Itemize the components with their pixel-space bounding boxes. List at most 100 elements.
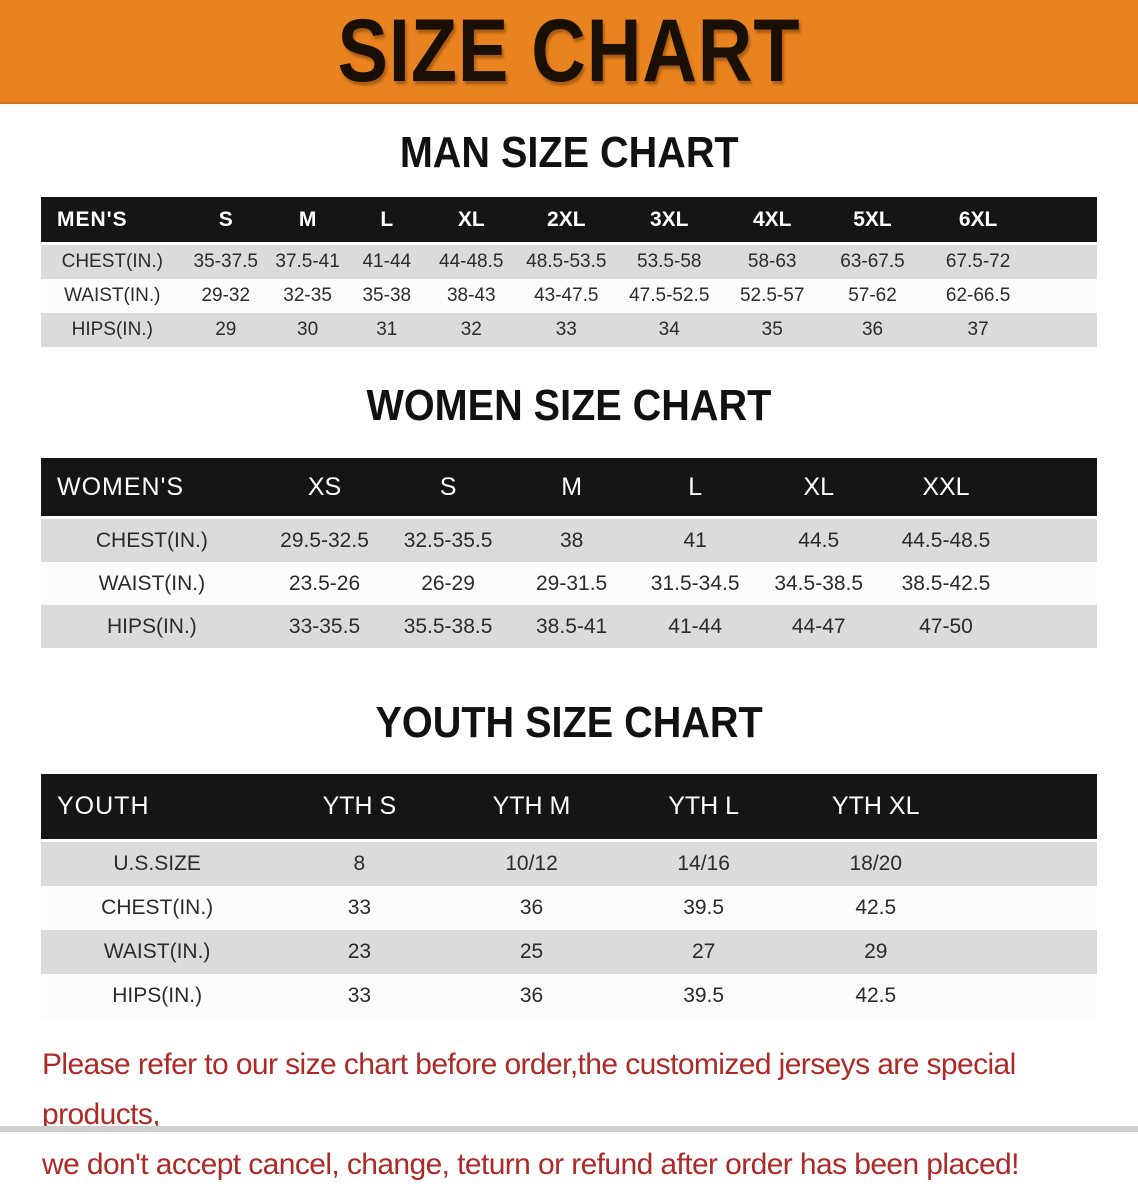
men-size-header: 5XL bbox=[822, 197, 923, 245]
men-waist-row: WAIST(IN.) 29-32 32-35 35-38 38-43 43-47… bbox=[41, 279, 1097, 313]
women-cell: 41-44 bbox=[633, 605, 757, 648]
men-size-header: XL bbox=[426, 197, 517, 245]
youth-cell-spacer bbox=[961, 974, 1097, 1018]
men-size-header: 2XL bbox=[516, 197, 617, 245]
youth-group-label: YOUTH bbox=[41, 774, 274, 842]
women-size-header: XS bbox=[262, 458, 387, 519]
youth-waist-row: WAIST(IN.) 23 25 27 29 bbox=[41, 930, 1097, 974]
women-cell-spacer bbox=[1011, 605, 1097, 648]
youth-row-label: WAIST(IN.) bbox=[41, 930, 274, 974]
men-cell: 32-35 bbox=[268, 279, 348, 313]
men-cell: 36 bbox=[822, 313, 923, 347]
men-section: MAN SIZE CHART MEN'S S M L XL 2XL 3XL 4X… bbox=[0, 130, 1138, 347]
women-cell: 31.5-34.5 bbox=[633, 562, 757, 605]
banner: SIZE CHART bbox=[0, 0, 1138, 104]
women-table-header-row: WOMEN'S XS S M L XL XXL bbox=[41, 458, 1097, 519]
men-cell: 53.5-58 bbox=[616, 243, 723, 279]
youth-cell: 36 bbox=[445, 974, 618, 1018]
women-cell: 38 bbox=[509, 517, 634, 562]
men-header-spacer bbox=[1033, 197, 1097, 245]
men-cell: 44-48.5 bbox=[426, 243, 517, 279]
youth-chest-row: CHEST(IN.) 33 36 39.5 42.5 bbox=[41, 886, 1097, 930]
women-chest-row: CHEST(IN.) 29.5-32.5 32.5-35.5 38 41 44.… bbox=[41, 517, 1097, 562]
youth-size-header: YTH S bbox=[273, 774, 446, 842]
women-row-label: CHEST(IN.) bbox=[41, 517, 263, 562]
women-size-header: L bbox=[633, 458, 757, 519]
youth-cell-spacer bbox=[961, 886, 1097, 930]
men-cell-spacer bbox=[1033, 243, 1097, 279]
women-cell: 29-31.5 bbox=[509, 562, 634, 605]
men-cell: 67.5-72 bbox=[922, 243, 1034, 279]
men-size-header: M bbox=[268, 197, 348, 245]
youth-cell: 27 bbox=[617, 930, 790, 974]
men-row-label: CHEST(IN.) bbox=[41, 243, 184, 279]
youth-cell-spacer bbox=[961, 840, 1097, 886]
women-size-header: XL bbox=[756, 458, 881, 519]
youth-size-header: YTH M bbox=[445, 774, 618, 842]
youth-cell: 23 bbox=[273, 930, 446, 974]
men-cell: 29-32 bbox=[183, 279, 269, 313]
women-cell-spacer bbox=[1011, 517, 1097, 562]
men-cell: 43-47.5 bbox=[516, 279, 617, 313]
youth-section: YOUTH SIZE CHART YOUTH YTH S YTH M YTH L… bbox=[0, 700, 1138, 1018]
youth-cell: 33 bbox=[273, 886, 446, 930]
youth-cell: 14/16 bbox=[617, 840, 790, 886]
women-row-label: WAIST(IN.) bbox=[41, 562, 263, 605]
women-size-header: M bbox=[509, 458, 634, 519]
men-table-header-row: MEN'S S M L XL 2XL 3XL 4XL 5XL 6XL bbox=[41, 197, 1097, 245]
youth-cell: 18/20 bbox=[789, 840, 962, 886]
women-size-header: S bbox=[386, 458, 510, 519]
men-cell: 58-63 bbox=[722, 243, 823, 279]
men-cell: 35-37.5 bbox=[183, 243, 269, 279]
men-size-table: MEN'S S M L XL 2XL 3XL 4XL 5XL 6XL CHEST… bbox=[41, 197, 1097, 347]
women-waist-row: WAIST(IN.) 23.5-26 26-29 29-31.5 31.5-34… bbox=[41, 562, 1097, 605]
youth-size-table: YOUTH YTH S YTH M YTH L YTH XL U.S.SIZE … bbox=[41, 774, 1097, 1018]
men-group-label: MEN'S bbox=[41, 197, 184, 245]
women-header-spacer bbox=[1011, 458, 1097, 519]
women-cell: 44-47 bbox=[756, 605, 881, 648]
men-size-header: L bbox=[347, 197, 427, 245]
youth-cell-spacer bbox=[961, 930, 1097, 974]
women-cell: 33-35.5 bbox=[262, 605, 387, 648]
youth-cell: 25 bbox=[445, 930, 618, 974]
men-cell: 48.5-53.5 bbox=[516, 243, 617, 279]
women-cell: 26-29 bbox=[386, 562, 510, 605]
men-cell: 52.5-57 bbox=[722, 279, 823, 313]
women-section-heading: WOMEN SIZE CHART bbox=[0, 383, 1138, 429]
youth-row-label: HIPS(IN.) bbox=[41, 974, 274, 1018]
men-heading-text: MAN SIZE CHART bbox=[399, 128, 739, 177]
women-cell: 35.5-38.5 bbox=[386, 605, 510, 648]
men-cell-spacer bbox=[1033, 313, 1097, 347]
youth-size-header: YTH L bbox=[617, 774, 790, 842]
men-section-heading: MAN SIZE CHART bbox=[0, 130, 1138, 176]
youth-table-header-row: YOUTH YTH S YTH M YTH L YTH XL bbox=[41, 774, 1097, 842]
men-cell: 34 bbox=[616, 313, 723, 347]
men-cell: 62-66.5 bbox=[922, 279, 1034, 313]
men-cell: 38-43 bbox=[426, 279, 517, 313]
women-cell: 32.5-35.5 bbox=[386, 517, 510, 562]
men-cell-spacer bbox=[1033, 279, 1097, 313]
women-size-table: WOMEN'S XS S M L XL XXL CHEST(IN.) 29.5-… bbox=[41, 458, 1097, 648]
youth-cell: 36 bbox=[445, 886, 618, 930]
men-cell: 47.5-52.5 bbox=[616, 279, 723, 313]
women-cell: 47-50 bbox=[880, 605, 1012, 648]
men-size-header: 3XL bbox=[616, 197, 723, 245]
men-size-header: 6XL bbox=[922, 197, 1034, 245]
men-row-label: HIPS(IN.) bbox=[41, 313, 184, 347]
order-policy-note: Please refer to our size chart before or… bbox=[0, 1040, 1138, 1190]
women-heading-text: WOMEN SIZE CHART bbox=[366, 381, 772, 430]
men-size-header: 4XL bbox=[722, 197, 823, 245]
women-size-header: XXL bbox=[880, 458, 1012, 519]
men-cell: 31 bbox=[347, 313, 427, 347]
youth-cell: 8 bbox=[273, 840, 446, 886]
youth-cell: 42.5 bbox=[789, 886, 962, 930]
men-chest-row: CHEST(IN.) 35-37.5 37.5-41 41-44 44-48.5… bbox=[41, 243, 1097, 279]
youth-cell: 29 bbox=[789, 930, 962, 974]
men-hips-row: HIPS(IN.) 29 30 31 32 33 34 35 36 37 bbox=[41, 313, 1097, 347]
men-cell: 30 bbox=[268, 313, 348, 347]
policy-line-1: Please refer to our size chart before or… bbox=[42, 1048, 1016, 1131]
women-cell: 44.5 bbox=[756, 517, 881, 562]
policy-line-2: we don't accept cancel, change, teturn o… bbox=[42, 1148, 1019, 1181]
women-cell: 38.5-41 bbox=[509, 605, 634, 648]
women-hips-row: HIPS(IN.) 33-35.5 35.5-38.5 38.5-41 41-4… bbox=[41, 605, 1097, 648]
